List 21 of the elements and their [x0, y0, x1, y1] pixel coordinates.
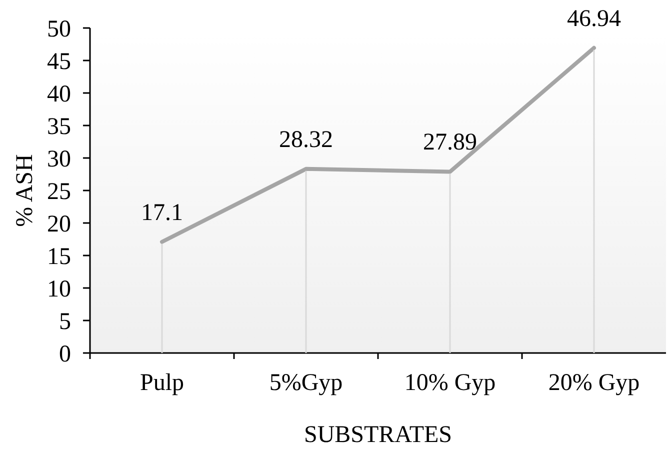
data-label: 27.89 — [423, 130, 477, 156]
y-tick-label: 25 — [47, 179, 71, 206]
y-tick-label: 45 — [47, 49, 71, 76]
x-tick-label: 5%Gyp — [269, 370, 343, 396]
x-tick-label: 10% Gyp — [404, 370, 496, 396]
y-tick-label: 20 — [47, 212, 71, 238]
y-tick-label: 15 — [47, 244, 71, 270]
y-tick-label: 5 — [59, 309, 71, 336]
y-tick-label: 40 — [47, 82, 71, 108]
data-label: 28.32 — [279, 126, 333, 153]
x-tick-label: Pulp — [140, 370, 184, 396]
y-axis-title: % ASH — [12, 154, 38, 227]
y-tick-label: 0 — [59, 342, 71, 368]
x-tick-label: 20% Gyp — [548, 370, 640, 396]
y-tick-label: 30 — [47, 146, 71, 173]
y-tick-label: 35 — [47, 114, 71, 140]
data-label: 17.1 — [141, 200, 183, 226]
data-label: 46.94 — [567, 6, 621, 32]
y-tick-label: 10 — [47, 276, 71, 303]
y-tick-label: 50 — [47, 16, 71, 43]
x-axis-title: SUBSTRATES — [304, 422, 452, 448]
